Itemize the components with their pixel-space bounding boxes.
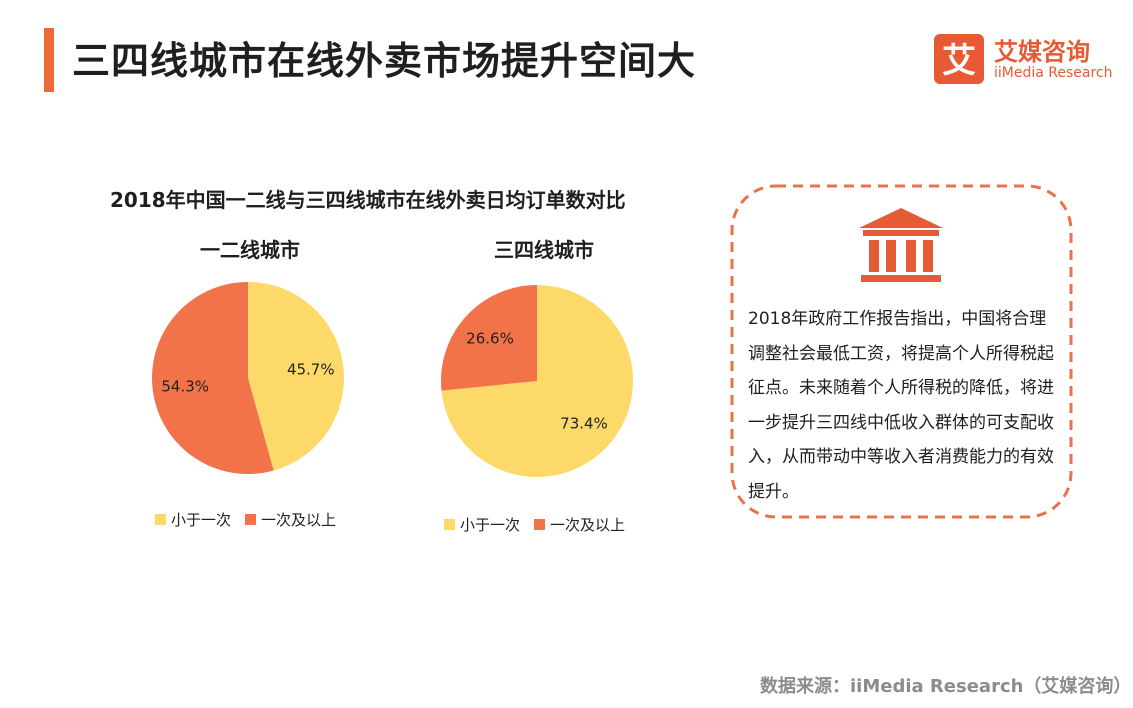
page-title: 三四线城市在线外卖市场提升空间大 <box>72 39 697 83</box>
legend-label-less: 小于一次 <box>171 511 232 529</box>
pie2-data-label-0: 73.4% <box>560 414 608 432</box>
pie2-slice-1 <box>441 285 537 391</box>
pie1-legend: 小于一次 一次及以上 <box>155 509 350 530</box>
logo-english: iiMedia Research <box>994 65 1113 81</box>
pie2-legend: 小于一次 一次及以上 <box>444 514 639 535</box>
legend-swatch-less <box>444 519 455 530</box>
pie1-slice-1 <box>151 282 274 474</box>
logo-mark-char: 艾 <box>942 41 976 81</box>
pie2-data-label-1: 26.6% <box>466 330 514 348</box>
bank-building-icon <box>859 208 943 282</box>
logo-mark-icon: 艾 <box>934 34 984 84</box>
pie2-slice-0 <box>441 285 633 477</box>
legend-swatch-more <box>245 514 257 525</box>
pie-chart-tier12: 45.7% 54.3% <box>151 282 344 474</box>
pie1-data-label-1: 54.3% <box>161 378 209 396</box>
pie1-title: 一二线城市 <box>200 238 300 262</box>
pie-chart-tier34: 73.4% 26.6% <box>441 285 633 477</box>
info-text: 2018年政府工作报告指出，中国将合理调整社会最低工资，将提高个人所得税起征点。… <box>748 309 1054 502</box>
legend-swatch-more <box>534 519 546 530</box>
pie2-title: 三四线城市 <box>494 238 594 262</box>
logo-glyph: 艾 <box>942 41 976 81</box>
legend-label-less: 小于一次 <box>460 516 521 534</box>
chart-title: 2018年中国一二线与三四线城市在线外卖日均订单数对比 <box>110 188 626 212</box>
legend-swatch-less <box>155 514 166 525</box>
pie1-data-label-0: 45.7% <box>287 360 335 378</box>
pie1-slice-0 <box>248 282 344 471</box>
legend-label-more: 一次及以上 <box>261 511 337 529</box>
title-accent-bar <box>44 28 54 92</box>
logo-name: 艾媒咨询 <box>994 38 1090 66</box>
brand-logo: 艾 艾媒咨询 iiMedia Research <box>934 32 1119 88</box>
legend-label-more: 一次及以上 <box>550 516 626 534</box>
info-box-border <box>730 184 1073 519</box>
data-source: 数据来源：iiMedia Research（艾媒咨询） <box>760 676 1132 697</box>
